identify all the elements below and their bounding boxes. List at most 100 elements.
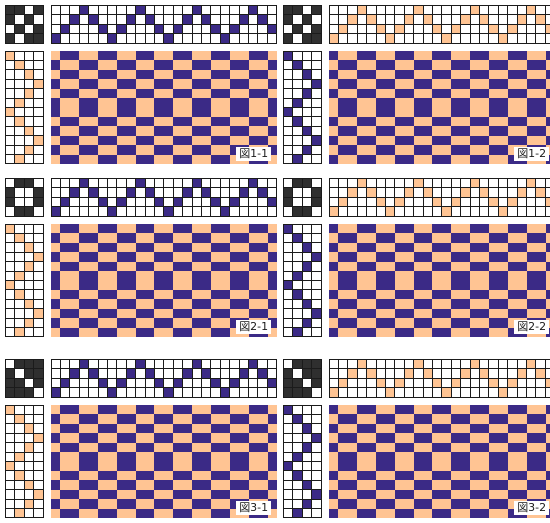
drawdown-cell (498, 126, 508, 136)
drawdown-cell (479, 423, 490, 434)
threading-cell (367, 188, 376, 197)
threading-cell (545, 188, 550, 197)
drawdown-cell (182, 98, 193, 108)
drawdown-cell (441, 135, 452, 146)
threading-cell (98, 6, 107, 15)
drawdown-cell (479, 242, 490, 253)
threading-cell (154, 388, 164, 397)
drawdown-cell (97, 442, 108, 452)
threading-cell (395, 369, 404, 378)
threading-cell (267, 207, 277, 216)
drawdown-cell (347, 98, 357, 108)
drawdown-cell (229, 499, 240, 509)
threading-cell (107, 360, 117, 369)
drawdown-cell (356, 423, 367, 434)
drawdown-cell (69, 126, 79, 136)
drawdown-cell (536, 50, 546, 61)
drawdown-cell (479, 116, 490, 127)
drawdown-cell (470, 318, 480, 328)
treadling-cell (24, 60, 34, 70)
threading-cell (136, 197, 145, 207)
treadling-cell (312, 471, 321, 480)
threading-cell (357, 197, 367, 207)
drawdown-cell (267, 423, 278, 434)
threading-cell (357, 369, 367, 378)
threading-cell (98, 388, 107, 397)
drawdown-cell (88, 107, 98, 117)
drawdown-cell (470, 242, 480, 253)
treadling-cell (302, 243, 312, 252)
drawdown-cell (50, 308, 61, 319)
threading-cell (239, 360, 248, 369)
drawdown-cell (201, 414, 212, 424)
tieup-cell (6, 197, 15, 207)
drawdown-cell (394, 404, 405, 415)
threading-cell (404, 388, 414, 397)
treadling-cell (312, 443, 321, 452)
drawdown-cell (470, 280, 480, 290)
drawdown-cell (517, 88, 527, 98)
threading-cell (536, 15, 545, 24)
drawdown-cell (211, 50, 221, 61)
drawdown-cell (107, 223, 117, 234)
threading-cell (461, 15, 470, 24)
threading-cell (98, 197, 107, 207)
threading-cell (536, 179, 545, 188)
threading-cell (136, 24, 145, 34)
drawdown-cell (60, 318, 70, 328)
treadling-cell (15, 224, 24, 233)
threading-cell (367, 207, 376, 216)
threading-cell (51, 188, 60, 197)
threading-cell (239, 197, 248, 207)
threading-cell (442, 34, 451, 43)
threading-cell (461, 6, 470, 15)
drawdown-cell (50, 116, 61, 127)
treadling-cell (284, 480, 293, 490)
drawdown-cell (126, 508, 136, 519)
threading-cell (164, 188, 173, 197)
threading-cell (423, 188, 432, 197)
threading-cell (201, 360, 211, 369)
drawdown-cell (404, 299, 414, 309)
drawdown-cell (489, 452, 499, 462)
drawdown-cell (220, 116, 230, 127)
drawdown-cell (173, 50, 183, 61)
drawdown-cell (78, 252, 89, 262)
treadling-cell (312, 309, 321, 318)
treadling-cell (6, 309, 15, 318)
drawdown-cell (126, 271, 136, 281)
drawdown-cell (50, 423, 61, 434)
drawdown-cell (489, 404, 499, 415)
threading-cell (508, 34, 517, 43)
drawdown-cell (394, 442, 405, 452)
threading-cell (442, 24, 451, 34)
drawdown-cell (328, 499, 339, 509)
drawdown-cell (451, 271, 461, 281)
threading-cell (267, 24, 277, 34)
drawdown-cell (97, 327, 108, 338)
drawdown-cell (423, 423, 433, 434)
drawdown-cell (394, 242, 405, 253)
drawdown-cell (413, 508, 423, 519)
drawdown-cell (50, 508, 61, 519)
drawdown-cell (536, 126, 546, 136)
drawdown-cell (347, 242, 357, 253)
threading-cell (414, 369, 423, 378)
drawdown-cell (192, 480, 202, 490)
drawdown-cell (460, 318, 471, 328)
threading-cell (526, 360, 536, 369)
drawdown-cell (192, 145, 202, 155)
drawdown-cell (173, 135, 183, 146)
treadling-cell (284, 60, 293, 70)
threading-cell (526, 197, 536, 207)
drawdown-cell (460, 423, 471, 434)
drawdown-cell (451, 79, 461, 89)
treadling-cell (302, 271, 312, 280)
drawdown-cell (404, 318, 414, 328)
drawdown-cell (545, 299, 550, 309)
threading-cell (367, 6, 376, 15)
drawdown-cell (385, 135, 395, 146)
drawdown-cell (423, 299, 433, 309)
threading-cell (164, 24, 173, 34)
figure-label: 図2-1 (236, 320, 272, 335)
